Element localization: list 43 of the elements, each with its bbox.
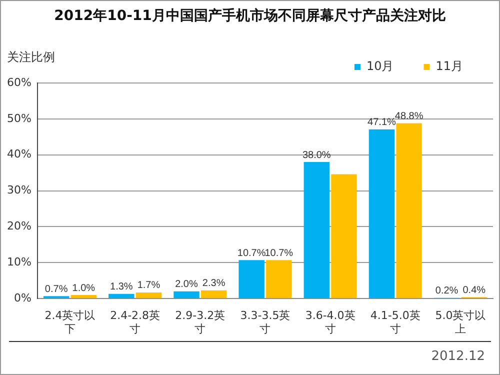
y-tick-label: 50% bbox=[6, 112, 32, 125]
legend-label: 11月 bbox=[436, 59, 464, 74]
data-label: 1.7% bbox=[137, 280, 160, 292]
chart-title: 2012年10-11月中国国产手机市场不同屏幕尺寸产品关注对比 bbox=[53, 7, 447, 25]
x-tick-label: 2.4英寸以下 bbox=[44, 309, 96, 336]
bar bbox=[304, 162, 330, 298]
bar bbox=[108, 294, 134, 298]
data-label: 2.0% bbox=[175, 279, 198, 290]
x-tick-label: 5.0英寸以上 bbox=[435, 309, 486, 336]
x-tick-label: 3.6-4.0英寸 bbox=[305, 309, 356, 336]
data-label: 1.0% bbox=[72, 282, 96, 294]
data-label: 0.2% bbox=[435, 286, 458, 297]
data-label: 2.3% bbox=[202, 278, 226, 290]
y-tick-label: 60% bbox=[6, 76, 32, 89]
x-tick-label: 3.3-3.5英寸 bbox=[240, 309, 290, 336]
x-tick-label: 4.1-5.0英寸 bbox=[370, 309, 420, 336]
y-tick-label: 10% bbox=[6, 256, 32, 269]
data-label: 10.7% bbox=[264, 248, 294, 259]
bar bbox=[238, 260, 264, 298]
bar bbox=[368, 129, 395, 298]
data-label: 1.3% bbox=[110, 282, 133, 293]
data-label: 47.1% bbox=[368, 117, 396, 128]
data-label: 10.7% bbox=[237, 248, 266, 259]
text: 2012.12 bbox=[431, 349, 485, 364]
legend-label: 10月 bbox=[366, 59, 394, 74]
bar bbox=[331, 174, 357, 298]
data-label: 48.8% bbox=[394, 110, 424, 122]
x-tick-label: 2.4-2.8英寸 bbox=[110, 309, 160, 336]
y-tick-label: 30% bbox=[6, 184, 32, 197]
y-tick-label: 20% bbox=[6, 220, 32, 233]
data-label: 38.0% bbox=[302, 150, 331, 161]
bar bbox=[70, 295, 96, 298]
bar bbox=[266, 260, 292, 298]
y-axis-title: 关注比例 bbox=[7, 49, 55, 66]
y-tick-label: 0% bbox=[14, 291, 32, 304]
bar bbox=[136, 292, 162, 298]
bar bbox=[174, 291, 200, 298]
data-label: 0.4% bbox=[462, 284, 486, 296]
data-label: 0.7% bbox=[44, 284, 68, 295]
y-tick-label: 40% bbox=[6, 148, 32, 161]
bar bbox=[396, 123, 422, 298]
x-tick-label: 2.9-3.2英寸 bbox=[175, 309, 226, 336]
bar bbox=[200, 290, 227, 298]
